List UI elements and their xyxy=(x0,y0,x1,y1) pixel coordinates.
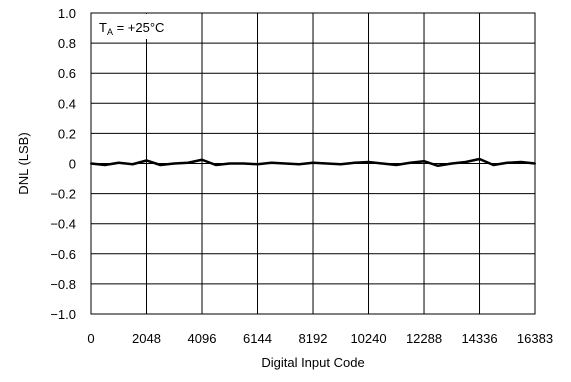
dnl-data-point xyxy=(201,158,204,161)
y-tick-label: 0.6 xyxy=(58,66,76,81)
dnl-data-point xyxy=(423,160,426,163)
dnl-data-point xyxy=(409,161,412,164)
grid xyxy=(90,12,536,315)
dnl-data-point xyxy=(159,164,162,166)
y-tick-label: 0.2 xyxy=(58,126,76,141)
y-tick-labels: 1.0 0.8 0.6 0.4 0.2 0 −0.2 −0.4 −0.6 −0.8 −1.0 xyxy=(50,6,76,322)
dnl-data-point xyxy=(492,164,495,166)
x-axis-label: Digital Input Code xyxy=(261,355,364,370)
y-axis-label: DNL (LSB) xyxy=(16,132,31,194)
dnl-data-point xyxy=(103,164,106,166)
annotation-symbol: T xyxy=(99,20,107,35)
y-tick-label: −1.0 xyxy=(50,307,76,322)
dnl-data-point xyxy=(395,164,398,166)
x-tick-label: 8192 xyxy=(299,331,328,346)
x-tick-label: 14336 xyxy=(461,331,497,346)
dnl-data-point xyxy=(478,157,481,160)
dnl-data-point xyxy=(450,162,453,165)
x-tick-label: 2048 xyxy=(132,331,161,346)
dnl-data-point xyxy=(173,162,176,165)
y-tick-label: 0.8 xyxy=(58,36,76,51)
x-tick-label: 6144 xyxy=(243,331,272,346)
y-tick-label: 1.0 xyxy=(58,6,76,21)
annotation-subscript: A xyxy=(107,27,113,37)
dnl-data-point xyxy=(117,161,120,164)
dnl-data-point xyxy=(367,161,370,163)
temperature-annotation: TA = +25°C xyxy=(92,14,198,39)
dnl-data-point xyxy=(298,163,301,166)
x-tick-labels: 0 2048 4096 6144 8192 10240 12288 14336 16383 xyxy=(87,331,553,346)
y-tick-label: −0.8 xyxy=(50,277,76,292)
dnl-data-point xyxy=(464,161,467,163)
dnl-data-point xyxy=(325,162,328,165)
y-tick-label: −0.6 xyxy=(50,247,76,262)
x-tick-label: 10240 xyxy=(350,331,386,346)
y-tick-label: −0.4 xyxy=(50,217,76,232)
dnl-data-point xyxy=(145,159,148,162)
dnl-data-point xyxy=(284,162,287,165)
dnl-data-point xyxy=(506,161,509,164)
dnl-data-point xyxy=(228,162,231,165)
annotation-text: TA = +25°C xyxy=(99,20,164,37)
x-tick-label: 16383 xyxy=(517,331,553,346)
dnl-data-point xyxy=(256,163,259,166)
annotation-box xyxy=(92,14,198,39)
dnl-data-point xyxy=(214,164,217,166)
y-tick-label: 0 xyxy=(69,157,76,172)
x-tick-label: 0 xyxy=(87,331,94,346)
dnl-data-point xyxy=(242,162,245,165)
dnl-data-point xyxy=(187,161,190,164)
x-tick-label: 12288 xyxy=(406,331,442,346)
annotation-value: = +25°C xyxy=(113,20,164,35)
plot-frame xyxy=(90,12,536,315)
y-tick-label: 0.4 xyxy=(58,96,76,111)
dnl-data-point xyxy=(353,161,356,164)
x-tick-label: 4096 xyxy=(188,331,217,346)
y-tick-label: −0.2 xyxy=(50,187,76,202)
dnl-data-point xyxy=(520,161,523,163)
dnl-data-point xyxy=(312,161,315,164)
dnl-data-point xyxy=(270,161,273,164)
dnl-data-point xyxy=(131,163,134,166)
dnl-data-point xyxy=(381,162,384,165)
dnl-data-point xyxy=(339,163,342,166)
dnl-data-point xyxy=(436,164,439,167)
